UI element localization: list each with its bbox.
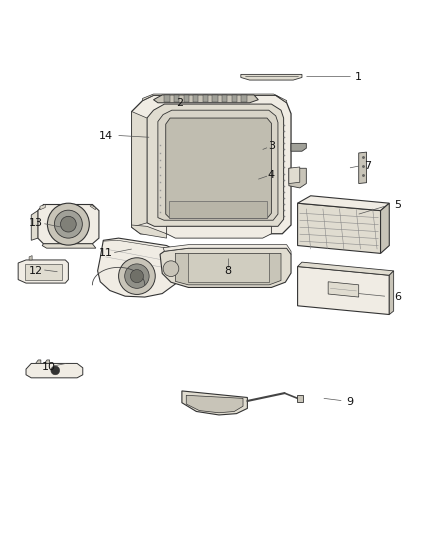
Text: 11: 11 <box>99 248 113 259</box>
Polygon shape <box>153 95 258 103</box>
Text: 2: 2 <box>176 98 183 108</box>
Polygon shape <box>29 256 32 260</box>
Polygon shape <box>166 227 272 238</box>
Polygon shape <box>389 271 394 314</box>
Text: 6: 6 <box>395 292 402 302</box>
Polygon shape <box>158 110 278 220</box>
Polygon shape <box>18 260 68 283</box>
Polygon shape <box>31 211 38 240</box>
Polygon shape <box>186 395 243 413</box>
Text: 4: 4 <box>268 170 275 180</box>
Text: 9: 9 <box>346 397 353 407</box>
Polygon shape <box>222 95 227 102</box>
Polygon shape <box>169 201 267 219</box>
Polygon shape <box>289 168 306 188</box>
Polygon shape <box>98 238 182 297</box>
Polygon shape <box>166 118 272 219</box>
Polygon shape <box>184 95 189 102</box>
Circle shape <box>163 261 179 277</box>
Circle shape <box>60 216 76 232</box>
Polygon shape <box>193 95 198 102</box>
Polygon shape <box>26 364 83 378</box>
Polygon shape <box>381 203 389 253</box>
Polygon shape <box>160 248 291 287</box>
Circle shape <box>47 203 89 245</box>
Polygon shape <box>188 253 269 282</box>
Polygon shape <box>328 282 359 297</box>
Polygon shape <box>212 95 218 102</box>
Polygon shape <box>359 152 367 183</box>
Text: 7: 7 <box>364 161 371 171</box>
Circle shape <box>119 258 155 294</box>
Polygon shape <box>291 143 306 151</box>
Text: 3: 3 <box>268 141 275 151</box>
Polygon shape <box>297 196 389 211</box>
Polygon shape <box>35 360 41 364</box>
Text: 1: 1 <box>355 71 362 82</box>
Polygon shape <box>297 262 394 275</box>
Circle shape <box>131 270 144 282</box>
Text: 12: 12 <box>28 266 42 276</box>
Circle shape <box>125 264 149 288</box>
Polygon shape <box>297 395 303 402</box>
Polygon shape <box>143 94 287 103</box>
Polygon shape <box>44 360 49 364</box>
Polygon shape <box>163 245 291 254</box>
Text: 14: 14 <box>99 131 113 141</box>
Polygon shape <box>297 266 389 314</box>
Polygon shape <box>132 95 291 234</box>
Polygon shape <box>90 205 95 210</box>
Polygon shape <box>132 111 147 227</box>
Circle shape <box>51 366 60 375</box>
Text: 5: 5 <box>395 200 402 211</box>
Polygon shape <box>25 264 62 280</box>
Text: 13: 13 <box>28 218 42 228</box>
Polygon shape <box>42 244 96 248</box>
Polygon shape <box>174 95 179 102</box>
Polygon shape <box>241 75 302 80</box>
Circle shape <box>54 210 82 238</box>
Polygon shape <box>182 391 247 415</box>
Text: 10: 10 <box>42 362 56 372</box>
Polygon shape <box>297 203 381 253</box>
Polygon shape <box>203 95 208 102</box>
Polygon shape <box>147 104 284 227</box>
Polygon shape <box>241 95 247 102</box>
Polygon shape <box>232 95 237 102</box>
Polygon shape <box>289 167 300 183</box>
Polygon shape <box>164 95 170 102</box>
Polygon shape <box>38 205 99 244</box>
Polygon shape <box>175 253 281 285</box>
Polygon shape <box>132 225 166 238</box>
Polygon shape <box>40 205 45 210</box>
Text: 8: 8 <box>224 266 231 276</box>
